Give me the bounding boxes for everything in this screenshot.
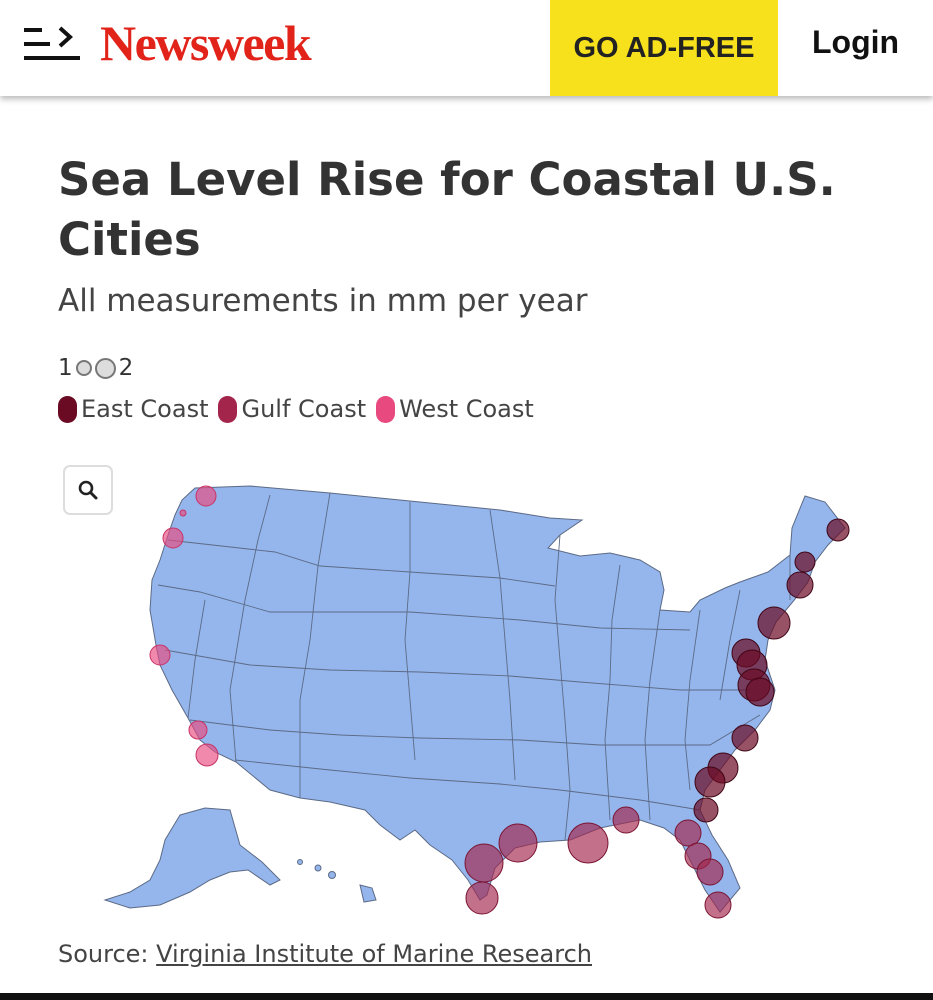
- size-legend-max: 2: [118, 355, 134, 381]
- menu-icon[interactable]: [22, 24, 82, 68]
- login-button[interactable]: Login: [812, 24, 900, 60]
- chart-title: Sea Level Rise for Coastal U.S. Cities: [58, 153, 836, 266]
- city-marker-east[interactable]: [731, 724, 759, 752]
- city-marker-east[interactable]: [693, 797, 719, 823]
- city-marker-west[interactable]: [162, 527, 184, 549]
- city-marker-east[interactable]: [757, 606, 791, 640]
- city-marker-west[interactable]: [195, 485, 217, 507]
- top-navigation-bar: Newsweek GO AD-FREE Login: [0, 0, 933, 96]
- city-marker-west[interactable]: [149, 644, 171, 666]
- source-prefix: Source:: [58, 940, 157, 968]
- search-icon: [78, 480, 98, 500]
- city-marker-east[interactable]: [694, 766, 726, 798]
- city-marker-gulf[interactable]: [704, 891, 732, 919]
- size-legend: 1 2: [58, 355, 133, 381]
- east-coast-swatch: [58, 395, 77, 423]
- legend-item-west-coast[interactable]: West Coast: [376, 395, 534, 423]
- city-marker-gulf[interactable]: [464, 843, 504, 883]
- city-marker-gulf[interactable]: [674, 819, 702, 847]
- legend-label: West Coast: [399, 395, 534, 423]
- city-marker-east[interactable]: [826, 518, 850, 542]
- gulf-coast-markers: [464, 806, 732, 919]
- legend-label: Gulf Coast: [241, 395, 367, 423]
- newsweek-logo[interactable]: Newsweek: [100, 15, 312, 71]
- city-marker-east[interactable]: [786, 571, 814, 599]
- zoom-button[interactable]: [63, 465, 113, 515]
- bottom-divider: [0, 993, 933, 1000]
- us-map: [103, 485, 850, 919]
- source-line: Source: Virginia Institute of Marine Res…: [58, 940, 592, 968]
- hawaii-islands: [297, 859, 377, 903]
- west-coast-markers: [149, 485, 219, 767]
- small-circle-icon: [75, 360, 92, 376]
- state-borders: [157, 492, 791, 841]
- city-marker-east[interactable]: [794, 551, 816, 573]
- west-coast-swatch: [376, 395, 396, 423]
- city-marker-west[interactable]: [179, 509, 187, 517]
- legend-label: East Coast: [81, 395, 209, 423]
- go-ad-free-button[interactable]: GO AD-FREE: [550, 0, 778, 96]
- large-circle-icon: [94, 357, 116, 379]
- city-marker-gulf[interactable]: [567, 822, 609, 864]
- city-marker-gulf[interactable]: [612, 806, 640, 834]
- legend-item-east-coast[interactable]: East Coast: [58, 395, 208, 423]
- city-marker-west[interactable]: [188, 720, 208, 740]
- city-marker-gulf[interactable]: [465, 881, 499, 915]
- chart-subtitle: All measurements in mm per year: [58, 283, 588, 319]
- city-marker-east[interactable]: [745, 677, 775, 707]
- legend-item-gulf-coast[interactable]: Gulf Coast: [218, 395, 366, 423]
- city-marker-gulf[interactable]: [696, 858, 724, 886]
- gulf-coast-swatch: [218, 395, 238, 423]
- size-legend-min: 1: [58, 355, 73, 381]
- alaska-shape: [103, 807, 281, 909]
- source-link[interactable]: Virginia Institute of Marine Research: [156, 940, 592, 968]
- city-marker-gulf[interactable]: [498, 823, 538, 863]
- color-legend: East Coast Gulf Coast West Coast: [58, 395, 534, 423]
- city-marker-west[interactable]: [195, 743, 219, 767]
- east-coast-markers: [693, 518, 850, 823]
